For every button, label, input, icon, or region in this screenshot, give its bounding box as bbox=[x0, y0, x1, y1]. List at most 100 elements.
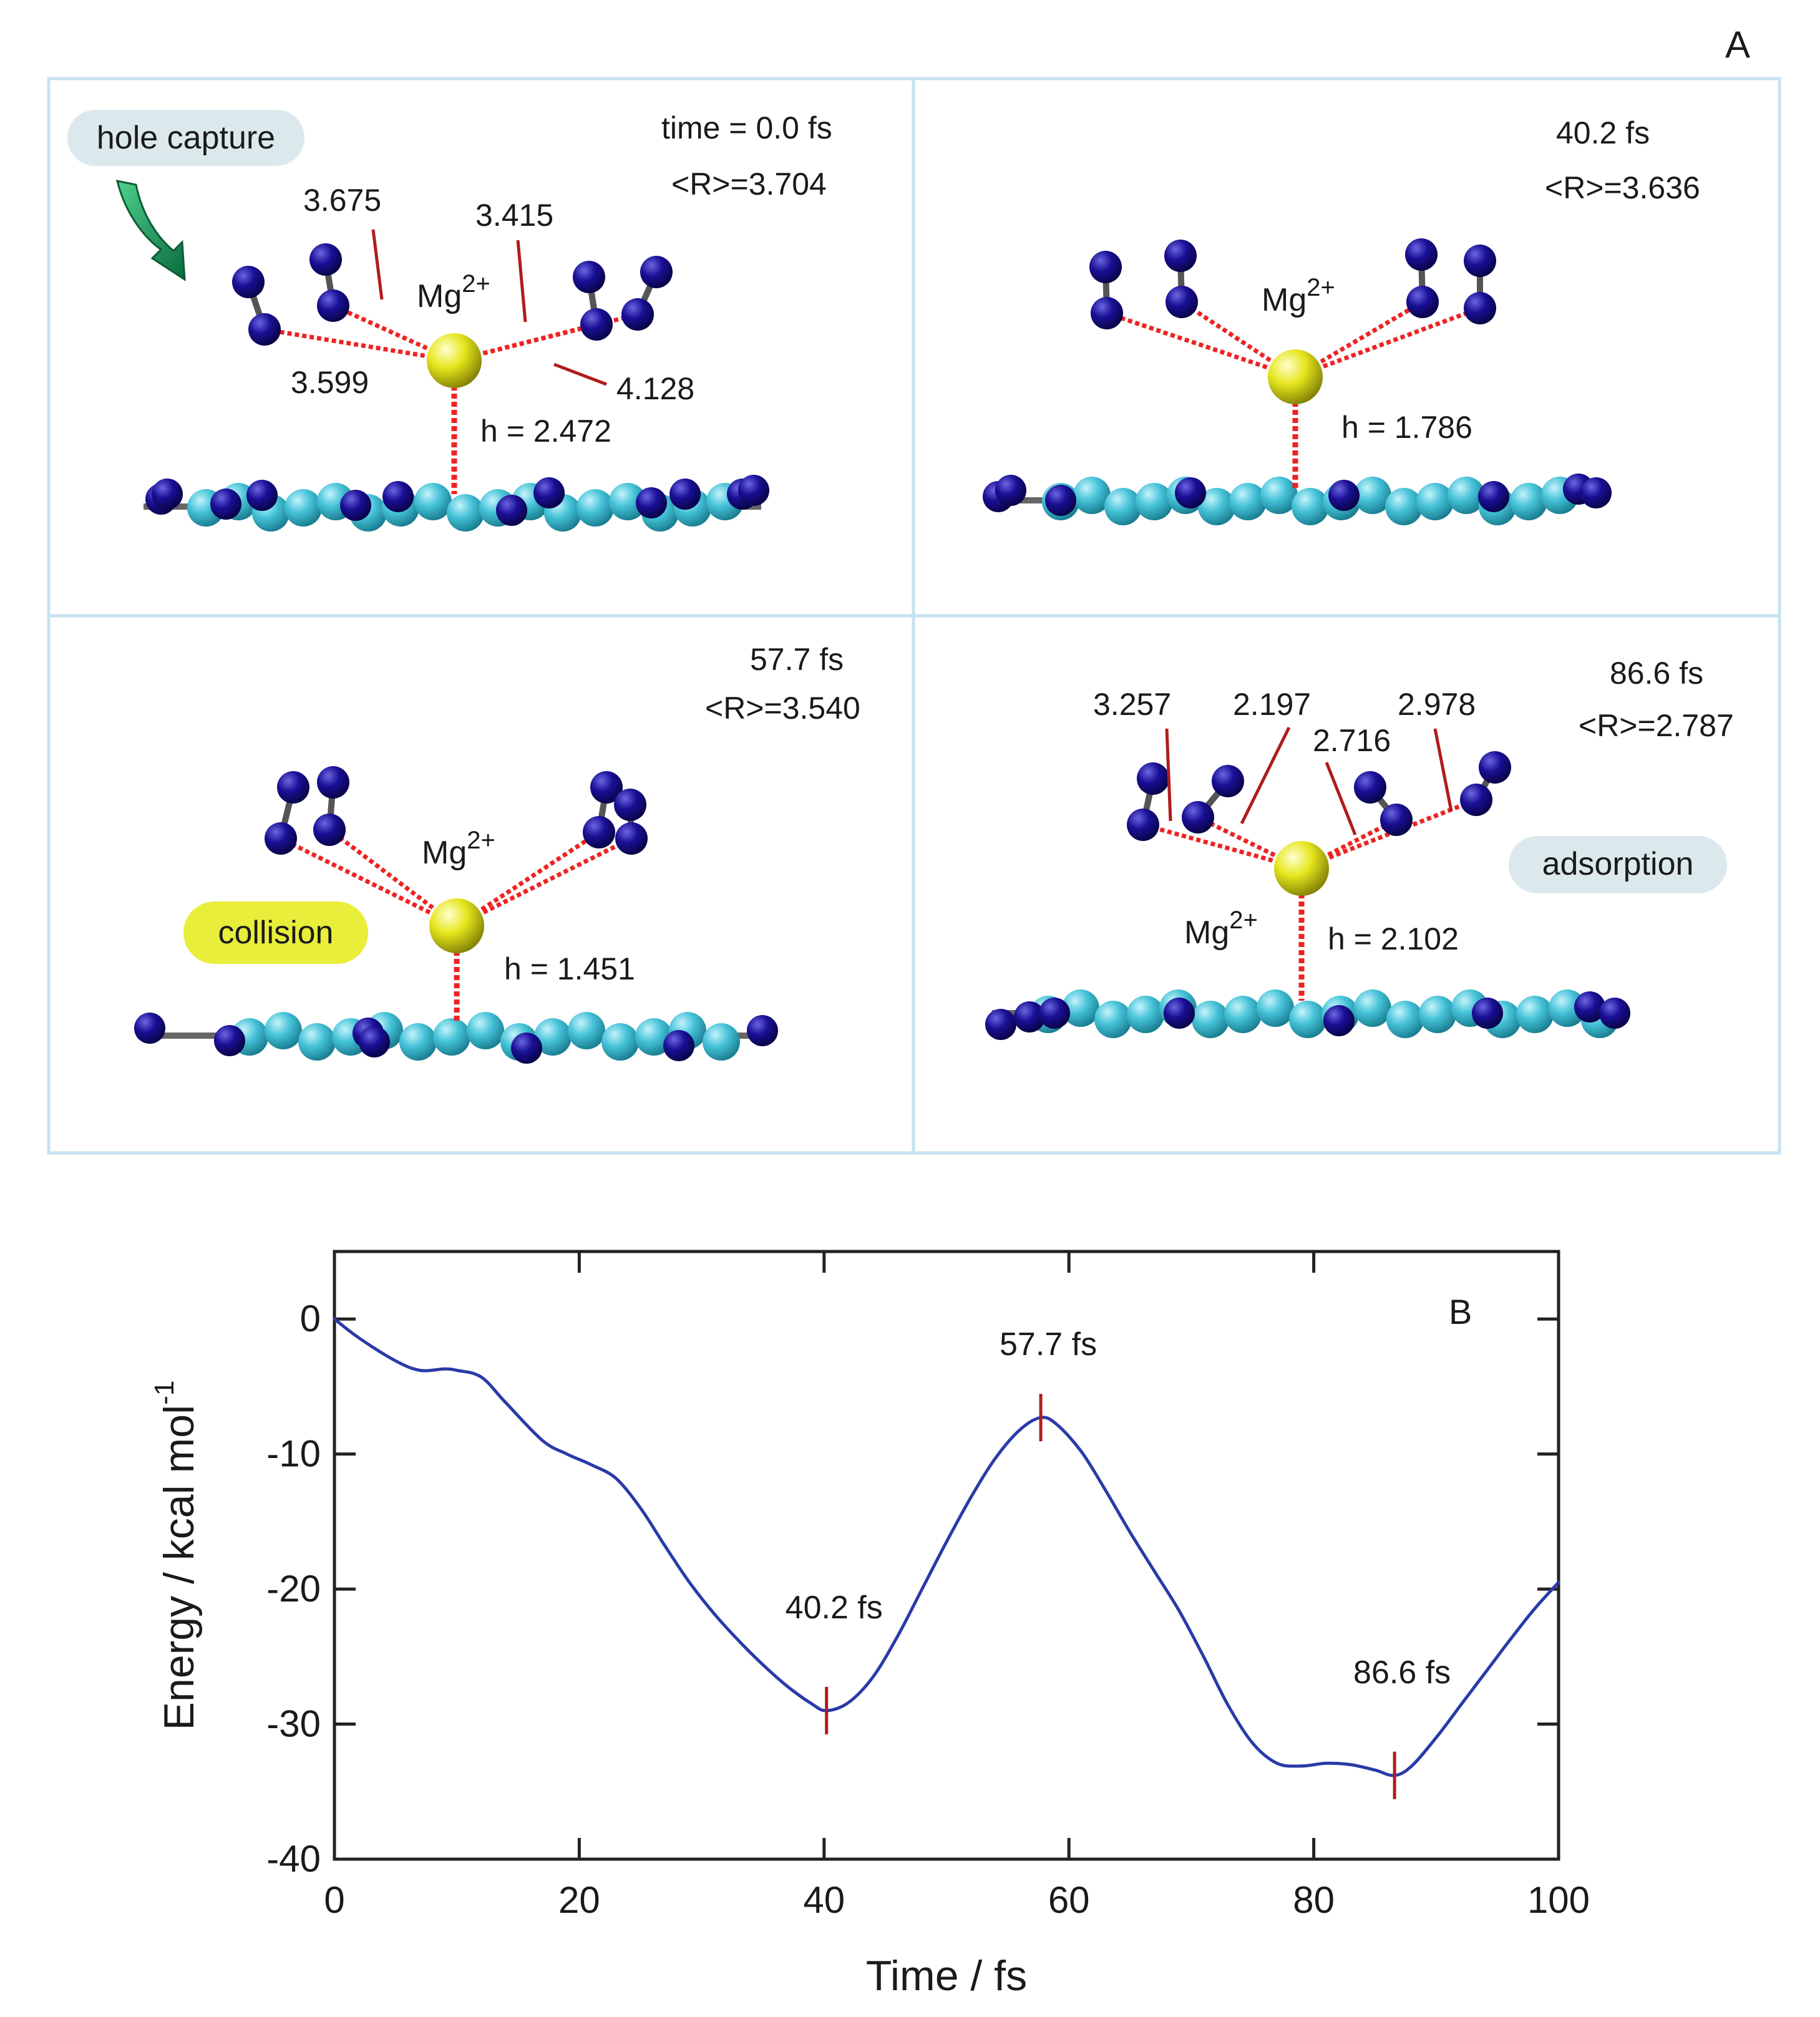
frame-57fs: 57.7 fs <R>=3.540 collision Mg2+ h = 1.4… bbox=[134, 642, 860, 1064]
y-tick-label: -40 bbox=[266, 1838, 321, 1880]
nitrogen-atom bbox=[232, 266, 265, 298]
x-axis-label: Time / fs bbox=[866, 1952, 1027, 2000]
carbon-atom bbox=[298, 1023, 336, 1061]
tick-labels: 0 20 40 60 80 100 0 -10 -20 -30 -40 bbox=[266, 1298, 1590, 1921]
nitrogen-atom bbox=[590, 771, 623, 804]
panel-a: A hole capture time = 0.0 fs <R>=3.704 M… bbox=[47, 24, 1781, 1155]
distance-label: 4.128 bbox=[616, 371, 694, 406]
annotation-markers: 40.2 fs 57.7 fs 86.6 fs bbox=[786, 1326, 1451, 1799]
nitrogen-atom bbox=[309, 243, 342, 276]
leader-line bbox=[1433, 728, 1453, 812]
nitrogen-atom bbox=[1127, 809, 1159, 841]
annotation-label: 86.6 fs bbox=[1353, 1655, 1451, 1691]
nitrogen-atom bbox=[614, 789, 646, 821]
nitrogen-atom bbox=[1137, 762, 1169, 795]
magnesium-ion bbox=[1268, 349, 1323, 404]
carbon-atom bbox=[1354, 477, 1391, 514]
annotation-label: 40.2 fs bbox=[786, 1590, 883, 1626]
nitrogen-atom bbox=[1165, 286, 1198, 318]
y-tick-label: -30 bbox=[266, 1703, 321, 1745]
distance-label: 3.675 bbox=[303, 183, 381, 218]
carbon-atom bbox=[1260, 477, 1298, 514]
distance-label: 2.197 bbox=[1233, 687, 1311, 722]
x-tick-label: 20 bbox=[558, 1879, 600, 1921]
carbon-atom bbox=[577, 489, 614, 527]
carbon-atom bbox=[1510, 483, 1547, 520]
nitrogen-atom bbox=[738, 475, 769, 506]
nitrogen-atom bbox=[663, 1030, 694, 1061]
nitrogen-atom bbox=[313, 814, 346, 846]
ion-label: Mg2+ bbox=[422, 827, 495, 871]
x-tick-label: 40 bbox=[803, 1879, 845, 1921]
nitrogen-atom bbox=[985, 1009, 1016, 1040]
nitrogen-atom bbox=[340, 490, 371, 521]
contact-line bbox=[1106, 311, 1297, 379]
nitrogen-atom bbox=[265, 822, 297, 855]
y-ticks bbox=[334, 1317, 1559, 1861]
carbon-atom bbox=[1062, 989, 1099, 1027]
frame-time: 40.2 fs bbox=[1556, 115, 1650, 150]
hole-capture-label: hole capture bbox=[97, 120, 275, 156]
carbon-atom bbox=[1198, 488, 1235, 525]
nitrogen-atom bbox=[1574, 991, 1605, 1023]
nitrogen-atom bbox=[1091, 297, 1123, 329]
nitrogen-atom bbox=[1323, 1005, 1355, 1036]
distance-label: 2.978 bbox=[1398, 687, 1476, 722]
x-ticks bbox=[333, 1252, 1560, 1859]
carbon-atom bbox=[433, 1018, 470, 1056]
ion-height: h = 2.102 bbox=[1328, 921, 1459, 956]
x-tick-label: 0 bbox=[324, 1879, 344, 1921]
magnesium-ion bbox=[429, 898, 484, 953]
leader-line bbox=[371, 229, 384, 300]
nitrogen-atom bbox=[317, 289, 349, 322]
molecule-view bbox=[985, 751, 1630, 1040]
energy-series-line bbox=[333, 1317, 1560, 1777]
distance-label: 2.716 bbox=[1313, 723, 1391, 758]
nitrogen-atom bbox=[1464, 292, 1496, 324]
leader-line bbox=[1325, 762, 1357, 835]
leader-line bbox=[1165, 728, 1172, 822]
carbon-atom bbox=[568, 1012, 605, 1049]
nitrogen-atom bbox=[277, 771, 309, 804]
carbon-atom bbox=[1385, 488, 1423, 525]
carbon-atom bbox=[534, 1018, 572, 1056]
nitrogen-atom bbox=[995, 475, 1026, 506]
y-tick-label: -20 bbox=[266, 1568, 321, 1610]
nitrogen-atom bbox=[210, 488, 241, 520]
carbon-atom bbox=[467, 1012, 504, 1049]
magnesium-ion bbox=[1274, 841, 1329, 896]
contact-line bbox=[455, 836, 633, 928]
panel-b-label: B bbox=[1449, 1292, 1472, 1331]
molecule-view bbox=[144, 243, 769, 532]
carbon-atom bbox=[399, 1023, 437, 1061]
panel-b-chart: 0 20 40 60 80 100 0 -10 -20 -30 -40 40.2 fs 57.7 fs… bbox=[149, 1250, 1590, 2000]
nitrogen-atom bbox=[1599, 998, 1630, 1029]
carbon-atom bbox=[1292, 488, 1329, 525]
carbon-atom bbox=[265, 1012, 302, 1049]
frame-average-r: <R>=3.540 bbox=[705, 691, 860, 726]
nitrogen-atom bbox=[496, 495, 527, 526]
nitrogen-atom bbox=[1212, 765, 1244, 797]
distance-label: 3.257 bbox=[1093, 687, 1171, 722]
annotation-label: 57.7 fs bbox=[1000, 1326, 1097, 1363]
nitrogen-atom bbox=[1014, 1001, 1045, 1033]
nitrogen-atom bbox=[134, 1013, 165, 1044]
carbon-atom bbox=[414, 483, 452, 520]
nitrogen-atom bbox=[1460, 784, 1492, 816]
nitrogen-atom bbox=[1405, 238, 1438, 271]
frame-average-r: <R>=3.636 bbox=[1545, 170, 1700, 205]
frame-86fs: 86.6 fs <R>=2.787 adsorption Mg2+ h = 2.… bbox=[985, 656, 1734, 1040]
carbon-atom bbox=[1448, 477, 1485, 514]
carbon-atom bbox=[635, 1018, 673, 1056]
carbon-atom bbox=[1192, 1001, 1229, 1038]
x-tick-label: 100 bbox=[1527, 1879, 1590, 1921]
contact-line bbox=[1142, 822, 1302, 871]
frame-0fs: hole capture time = 0.0 fs <R>=3.704 Mg2… bbox=[67, 110, 832, 532]
ion-label: Mg2+ bbox=[1184, 906, 1258, 951]
nitrogen-atom bbox=[615, 822, 648, 855]
contact-line bbox=[455, 830, 600, 928]
magnesium-ion bbox=[427, 333, 482, 388]
carbon-atom bbox=[1073, 477, 1111, 514]
nitrogen-atom bbox=[1478, 481, 1509, 512]
nitrogen-atom bbox=[1479, 751, 1511, 784]
